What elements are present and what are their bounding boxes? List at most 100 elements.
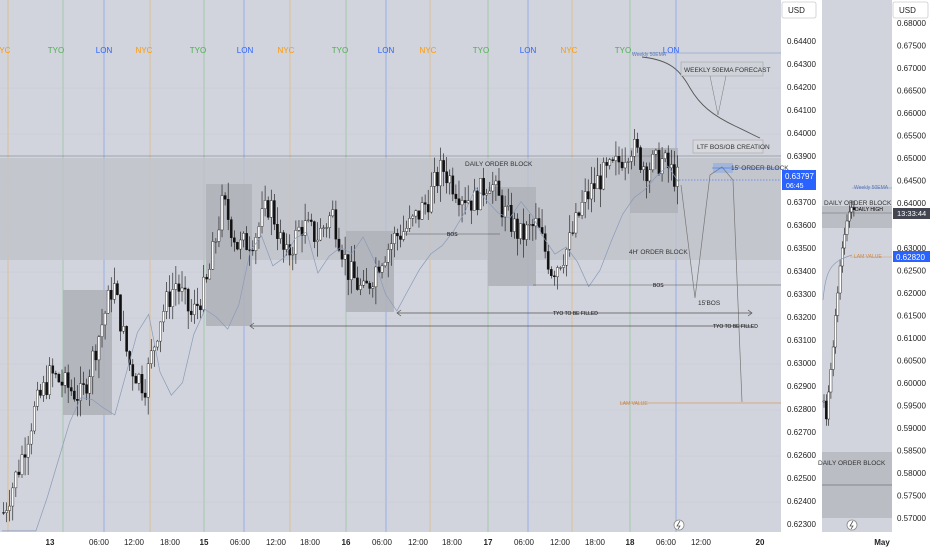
- candle-body: [48, 365, 51, 395]
- side-ytick-label: 0.65000: [897, 154, 926, 163]
- candle-body: [36, 389, 39, 407]
- main-xtick-label: 06:00: [230, 538, 251, 547]
- candle-body: [500, 195, 504, 218]
- main-ytick-label: 0.63400: [787, 267, 816, 276]
- candle-body: [528, 224, 532, 226]
- main-settings-icon[interactable]: [673, 519, 685, 531]
- main-ytick-label: 0.64100: [787, 106, 816, 115]
- candle-body: [482, 178, 485, 196]
- side-candle-body: [831, 346, 835, 370]
- side-candle-body: [829, 369, 833, 393]
- candle-body: [134, 375, 138, 384]
- side-ytick-label: 0.58000: [897, 469, 926, 478]
- candle-body: [233, 237, 236, 243]
- side-daily-order-block-zone: [822, 206, 892, 228]
- candle-body: [654, 149, 658, 155]
- candle-body: [76, 399, 79, 401]
- candle-body: [42, 382, 45, 396]
- main-ytick-label: 0.63100: [787, 336, 816, 345]
- candle-body: [156, 340, 159, 348]
- main-ytick-label: 0.63500: [787, 244, 816, 253]
- candle-body: [63, 372, 67, 386]
- candle-body: [54, 373, 58, 375]
- candle-body: [386, 249, 390, 263]
- main-ytick-label: 0.62800: [787, 405, 816, 414]
- candle-body: [343, 254, 347, 260]
- candle-body: [325, 227, 328, 229]
- candle-body: [454, 193, 458, 199]
- candle-body: [519, 223, 522, 239]
- main-price-tag: 0.63797 06:45: [782, 170, 816, 190]
- candle-body: [103, 313, 107, 326]
- side-ytick-label: 0.68000: [897, 19, 926, 28]
- candle-body: [531, 224, 535, 227]
- candle-body: [322, 227, 325, 229]
- currency-button-side-label[interactable]: USD: [899, 6, 916, 15]
- side-ytick-label: 0.66000: [897, 109, 926, 118]
- side-candle-body: [827, 391, 830, 420]
- candle-body: [556, 267, 559, 278]
- candle-body: [540, 227, 544, 234]
- main-ytick-label: 0.62700: [787, 428, 816, 437]
- main-settings-icon-bolt[interactable]: [676, 520, 681, 530]
- side-ytick-label: 0.67000: [897, 64, 926, 73]
- candle-body: [69, 387, 73, 392]
- candle-body: [26, 443, 30, 458]
- side-settings-icon-bolt[interactable]: [849, 520, 854, 530]
- side-price-tag: 0.62820: [893, 251, 930, 262]
- candle-body: [313, 221, 316, 242]
- currency-button-main-label[interactable]: USD: [788, 6, 805, 15]
- candle-body: [66, 372, 70, 388]
- session-label-tyo: TYO: [473, 46, 489, 55]
- candle-body: [257, 226, 261, 238]
- tyo-fill-label: TYO TO BE FILLED: [553, 311, 598, 317]
- main-ytick-label: 0.63700: [787, 198, 816, 207]
- side-settings-icon-circle[interactable]: [846, 519, 858, 531]
- candle-body: [5, 510, 8, 513]
- main-price-tag-value: 0.63797: [785, 172, 814, 181]
- side-candle-body: [834, 315, 837, 348]
- candle-body: [380, 265, 384, 273]
- candle-body: [377, 266, 381, 273]
- candle-body: [460, 200, 464, 206]
- side-daily-order-block-label: DAILY ORDER BLOCK: [824, 200, 892, 207]
- candle-body: [217, 229, 221, 242]
- candle-body: [562, 265, 565, 268]
- candle-body: [596, 175, 599, 189]
- candle-body: [2, 512, 5, 514]
- candle-body: [494, 180, 498, 186]
- session-label-nyc: NYC: [278, 46, 295, 55]
- currency-button-side-frame[interactable]: [892, 1, 929, 19]
- candle-body: [589, 183, 593, 200]
- candle-body: [20, 454, 24, 475]
- currency-button-main-frame[interactable]: [781, 1, 817, 19]
- candle-body: [473, 190, 476, 211]
- candle-body: [319, 228, 322, 241]
- currency-button-side[interactable]: USD: [892, 1, 929, 19]
- main-price-tag-background: [782, 170, 816, 190]
- side-price-tag-value: 0.62820: [896, 253, 925, 262]
- candle-body: [116, 283, 119, 295]
- side-candles: [822, 200, 856, 426]
- candle-body: [599, 175, 602, 190]
- candle-body: [23, 454, 27, 458]
- candle-body: [88, 376, 92, 394]
- candle-body: [97, 336, 101, 361]
- main-xtick-label: 18:00: [585, 538, 606, 547]
- main-time-axis-background: [0, 532, 781, 550]
- main-xtick-label: 20: [756, 538, 765, 547]
- session-label-lon: LON: [663, 46, 680, 55]
- main-xtick-label: 18:00: [160, 538, 181, 547]
- candle-body: [17, 471, 21, 475]
- side-ytick-label: 0.62000: [897, 289, 926, 298]
- main-settings-icon-circle[interactable]: [673, 519, 685, 531]
- candle-body: [586, 191, 590, 200]
- candle-body: [399, 235, 402, 240]
- candle-body: [356, 277, 359, 290]
- candle-body: [485, 193, 488, 196]
- side-settings-icon[interactable]: [846, 519, 858, 531]
- side-price-tag-background: [893, 251, 930, 262]
- currency-button-main[interactable]: USD: [781, 1, 817, 19]
- candle-body: [297, 226, 301, 231]
- candle-body: [657, 149, 661, 174]
